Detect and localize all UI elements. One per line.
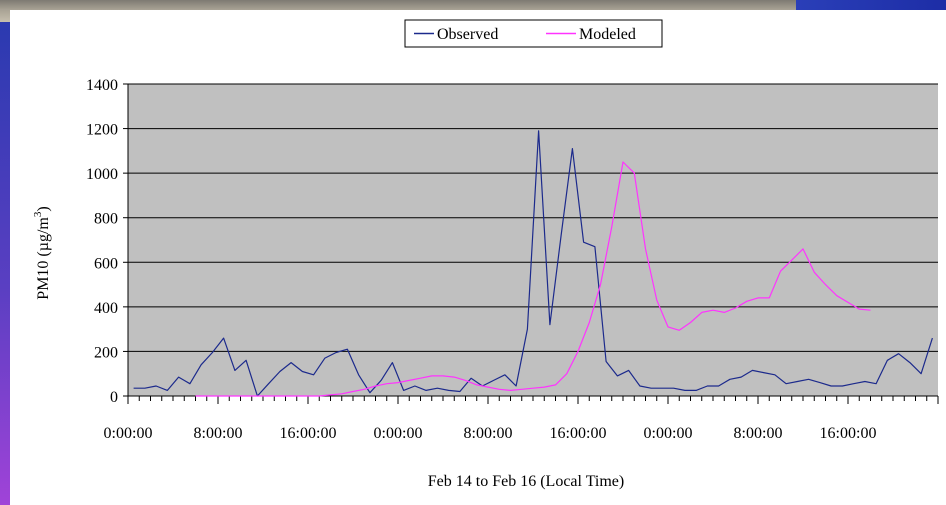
x-tick-label: 8:00:00 [734, 425, 783, 442]
legend-label-modeled: Modeled [579, 26, 636, 43]
series-lines [133, 130, 933, 397]
y-tick-label: 400 [94, 300, 118, 317]
y-tick-labels: 0 200 400 600 800 1000 1200 1400 [86, 77, 118, 406]
y-tick-label: 0 [110, 389, 118, 406]
pm10-line-chart: 0 200 400 600 800 1000 1200 1400 0:00:00 8:00:00… [32, 19, 939, 490]
x-tick-label: 0:00:00 [104, 425, 153, 442]
chart-frame: 0 200 400 600 800 1000 1200 1400 0:00:00 8:00:00… [10, 10, 946, 505]
x-tick-label: 8:00:00 [464, 425, 513, 442]
y-tick-label: 1000 [86, 166, 118, 183]
series-line-modeled [195, 161, 871, 397]
legend-label-observed: Observed [437, 26, 498, 43]
axes [123, 83, 939, 404]
y-tick-label: 1200 [86, 122, 118, 139]
x-tick-label: 0:00:00 [644, 425, 693, 442]
x-tick-label: 8:00:00 [194, 425, 243, 442]
legend-box [404, 19, 663, 48]
x-tick-label: 16:00:00 [550, 425, 607, 442]
backdrop-left-band [0, 22, 10, 505]
y-tick-label: 600 [94, 255, 118, 272]
y-tick-label: 200 [94, 344, 118, 361]
x-tick-label: 16:00:00 [280, 425, 337, 442]
x-tick-label: 0:00:00 [374, 425, 423, 442]
x-tick-label: 16:00:00 [820, 425, 877, 442]
x-tick-labels: 0:00:00 8:00:00 16:00:00 0:00:00 8:00:00 16:0… [104, 425, 877, 442]
series-line-observed [133, 130, 933, 397]
legend: Observed Modeled [404, 19, 663, 48]
y-axis-title: PM10 (µg/m3) [32, 206, 52, 299]
x-axis-title: Feb 14 to Feb 16 (Local Time) [428, 473, 624, 490]
y-tick-label: 800 [94, 211, 118, 228]
y-tick-label: 1400 [86, 77, 118, 94]
gridlines [128, 83, 938, 352]
